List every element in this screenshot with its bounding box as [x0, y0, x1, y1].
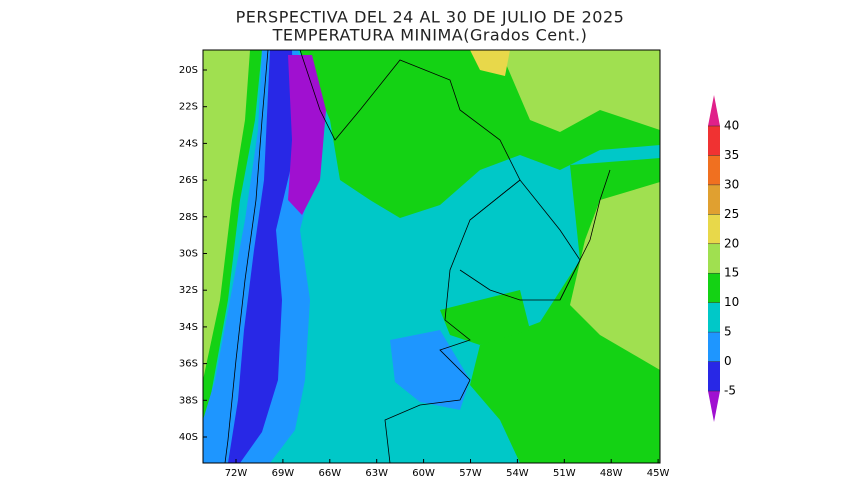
latitude-label: 26S	[179, 175, 198, 186]
colorbar-label: 10	[724, 295, 739, 309]
latitude-label: 36S	[179, 359, 198, 370]
colorbar-label: 0	[724, 354, 732, 368]
title-line: TEMPERATURA MINIMA(Grados Cent.)	[272, 26, 588, 45]
longitude-label: 72W	[225, 468, 248, 479]
latitude-label: 34S	[179, 322, 198, 333]
border	[559, 169, 611, 301]
colorbar-segment	[708, 302, 720, 333]
colorbar-segment	[708, 332, 720, 362]
longitude-label: 57W	[459, 468, 482, 479]
region	[228, 50, 295, 463]
latitude-label: 20S	[179, 65, 198, 76]
map-frame	[202, 49, 661, 464]
longitude-label: 54W	[506, 468, 529, 479]
latitude-label: 28S	[179, 212, 198, 223]
colorbar-label: 15	[724, 266, 739, 280]
latitude-label: 38S	[179, 395, 198, 406]
region	[470, 50, 510, 76]
latitude-label: 30S	[179, 249, 198, 260]
colorbar-label: 5	[724, 325, 732, 339]
colorbar-label: -5	[724, 384, 736, 398]
region	[288, 55, 326, 215]
colorbar-label: 20	[724, 236, 739, 250]
colorbar-segment	[708, 155, 720, 185]
region	[500, 50, 660, 132]
latitude-label: 32S	[179, 285, 198, 296]
border	[224, 50, 269, 463]
colorbar-label: 25	[724, 207, 739, 221]
colorbar-segment	[708, 361, 720, 391]
colorbar-segment	[708, 214, 720, 244]
colorbar-segment	[708, 95, 720, 126]
latitude-label: 40S	[179, 432, 198, 443]
colorbar-segment	[708, 391, 720, 422]
colorbar-segment	[708, 243, 720, 274]
colorbar-segment	[708, 184, 720, 215]
longitude-label: 48W	[600, 468, 623, 479]
latitude-label: 22S	[179, 102, 198, 113]
longitude-label: 69W	[272, 468, 295, 479]
region	[203, 50, 250, 380]
latitude-label: 24S	[179, 138, 198, 149]
colorbar-segment	[708, 273, 720, 303]
colorbar-label: 30	[724, 177, 739, 191]
title-line: PERSPECTIVA DEL 24 AL 30 DE JULIO DE 202…	[236, 8, 625, 27]
map	[202, 49, 661, 464]
colorbar-segment	[708, 126, 720, 156]
region	[440, 290, 530, 345]
region	[390, 330, 470, 410]
longitude-label: 60W	[412, 468, 435, 479]
longitude-label: 45W	[647, 468, 670, 479]
colorbar-label: 35	[724, 148, 739, 162]
longitude-label: 66W	[318, 468, 341, 479]
longitude-label: 51W	[553, 468, 576, 479]
colorbar-label: 40	[724, 119, 739, 133]
longitude-label: 63W	[365, 468, 388, 479]
